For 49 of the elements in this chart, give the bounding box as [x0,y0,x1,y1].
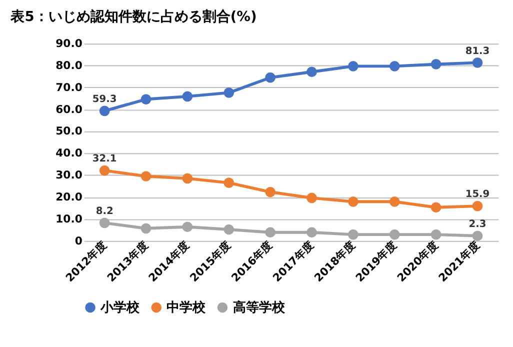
y-tick-label: 50.0 [56,124,83,138]
data-label: 32.1 [92,154,117,165]
y-tick-label: 90.0 [56,37,83,50]
legend-label: 高等学校 [232,299,286,316]
point [306,227,317,238]
point [224,224,234,235]
point [265,227,276,238]
point [140,94,152,104]
point [182,222,193,232]
data-label: 8.2 [96,206,114,218]
point [99,165,110,176]
point [265,186,276,198]
point [306,66,317,78]
y-tick-label: 40.0 [56,146,83,160]
point [99,106,110,116]
y-tick-label: 70.0 [56,80,83,94]
legend-label: 中学校 [166,299,207,316]
point [265,72,276,83]
point [224,88,234,98]
data-label: 15.9 [465,189,490,200]
data-label: 59.3 [92,94,117,106]
point [389,196,400,207]
point [389,61,400,72]
point [472,200,483,212]
point [430,202,442,213]
point [472,58,483,68]
point [182,173,193,184]
data-label: 81.3 [465,46,490,57]
point [306,192,317,204]
point [430,59,442,70]
data-label: 2.3 [468,218,486,230]
y-tick-label: 10.0 [56,212,83,226]
point [182,91,193,102]
point [389,229,400,240]
y-tick-label: 60.0 [56,102,83,116]
y-tick-label: 0 [74,234,83,248]
y-tick-label: 80.0 [56,58,83,72]
point [348,196,358,207]
point [140,223,152,234]
y-tick-label: 20.0 [56,190,83,204]
point [140,171,152,182]
point [348,61,358,72]
point [99,218,110,228]
point [224,178,234,188]
legend-label: 小学校 [100,299,141,316]
point [430,229,442,240]
chart-title: 表5：いじめ認知件数に占める割合(%) [10,8,257,25]
y-tick-label: 30.0 [56,168,83,182]
point [348,229,358,240]
